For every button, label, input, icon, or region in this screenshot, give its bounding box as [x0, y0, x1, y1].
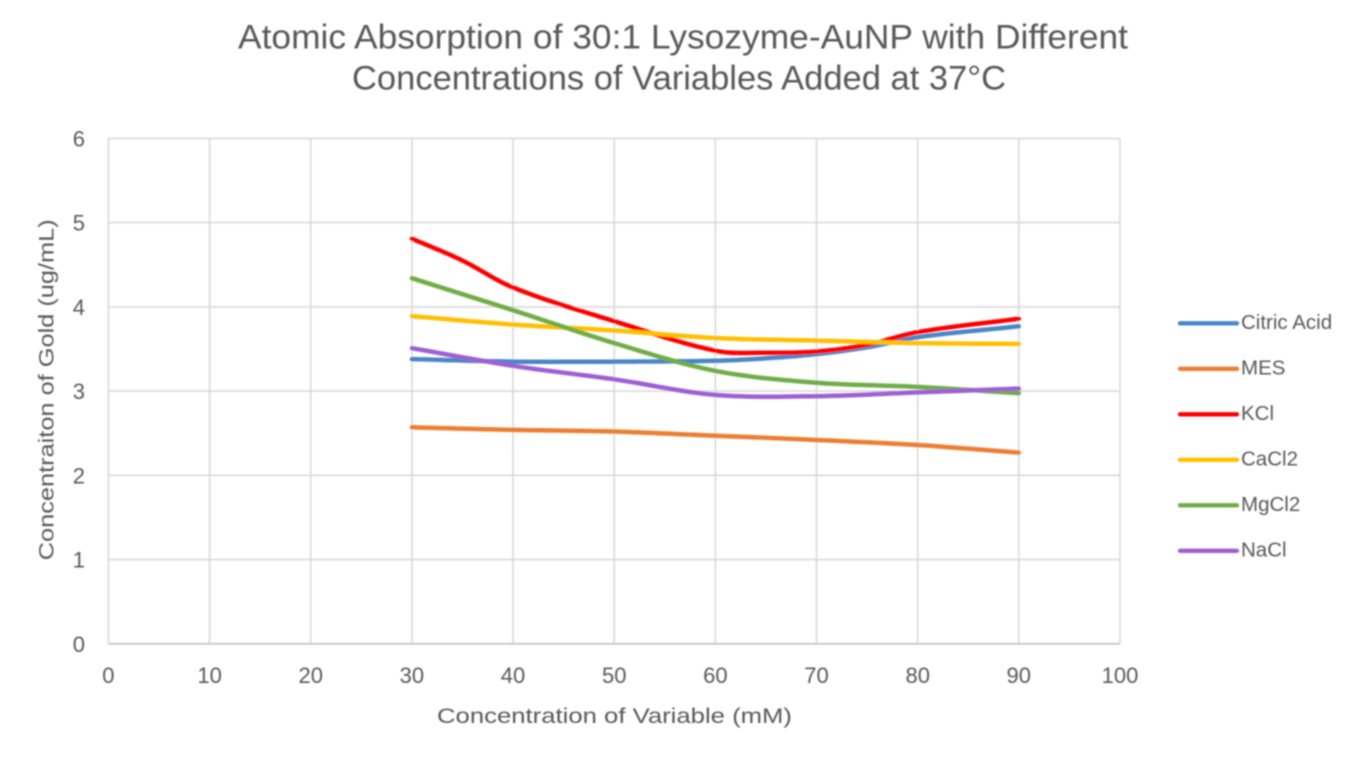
svg-text:MgCl2: MgCl2	[1241, 493, 1300, 516]
svg-text:Atomic Absorption of 30:1 Lyso: Atomic Absorption of 30:1 Lysozyme-AuNP …	[238, 19, 1129, 57]
svg-text:CaCl2: CaCl2	[1241, 448, 1298, 471]
svg-text:6: 6	[73, 126, 85, 151]
svg-text:MES: MES	[1241, 357, 1285, 380]
svg-text:Concentrations of Variables Ad: Concentrations of Variables Added at 37°…	[352, 60, 1006, 98]
svg-text:Concentraiton of Gold (ug/mL): Concentraiton of Gold (ug/mL)	[36, 219, 59, 560]
svg-text:1: 1	[73, 548, 85, 573]
svg-text:3: 3	[73, 379, 85, 404]
svg-text:NaCl: NaCl	[1241, 539, 1287, 562]
svg-text:4: 4	[73, 295, 85, 320]
svg-text:Citric Acid: Citric Acid	[1241, 311, 1332, 334]
svg-text:5: 5	[73, 211, 85, 236]
svg-text:50: 50	[602, 663, 626, 688]
svg-text:40: 40	[501, 663, 525, 688]
svg-text:80: 80	[905, 663, 929, 688]
svg-text:KCl: KCl	[1241, 402, 1274, 425]
svg-text:60: 60	[703, 663, 727, 688]
svg-text:10: 10	[197, 663, 221, 688]
svg-text:20: 20	[298, 663, 322, 688]
svg-text:100: 100	[1102, 663, 1139, 688]
svg-text:90: 90	[1007, 663, 1031, 688]
svg-text:2: 2	[73, 463, 85, 488]
svg-text:Concentration of Variable (mM): Concentration of Variable (mM)	[437, 705, 792, 728]
svg-text:70: 70	[804, 663, 828, 688]
svg-text:30: 30	[400, 663, 424, 688]
svg-text:0: 0	[73, 632, 85, 657]
svg-text:0: 0	[102, 663, 114, 688]
